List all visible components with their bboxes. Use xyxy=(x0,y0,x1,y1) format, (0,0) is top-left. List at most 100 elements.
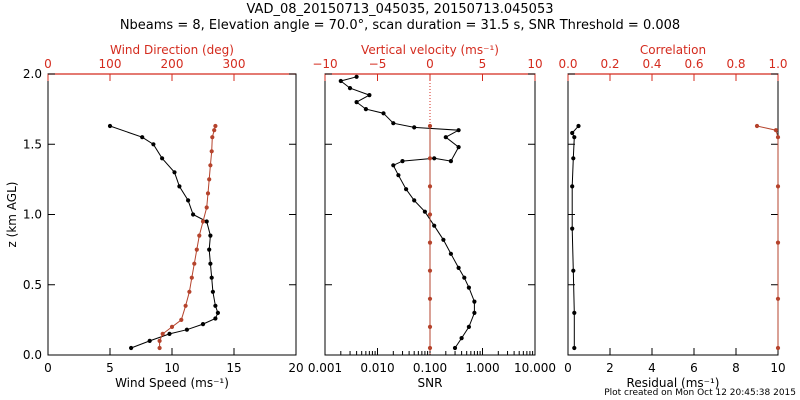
wind-series-0-point xyxy=(147,338,152,343)
wind-series-1-point xyxy=(205,191,211,196)
residual-series-1-point xyxy=(775,296,781,301)
snr-series-0-point xyxy=(472,310,477,315)
snr-series-0-point xyxy=(443,135,448,140)
snr-series-1-point xyxy=(427,240,433,245)
residual-bottom-tick-label: 6 xyxy=(690,361,698,375)
snr-series-0-point xyxy=(459,336,464,341)
snr-series-0-point xyxy=(354,74,359,79)
snr-series-1-point xyxy=(427,268,433,273)
wind-y-tick-label: 2.0 xyxy=(23,67,42,81)
snr-series-0-point xyxy=(347,86,353,91)
snr-series-1-point xyxy=(427,324,433,329)
snr-series-0-point xyxy=(422,209,427,214)
snr-series-0-line xyxy=(339,76,475,349)
wind-series-1-point xyxy=(204,205,209,210)
wind-series-1-point xyxy=(200,219,206,224)
snr-series-1-point xyxy=(427,123,433,129)
residual-plot-frame xyxy=(567,73,779,356)
wind-series-1-point xyxy=(157,345,162,351)
snr-bottom-tick-label: 1.000 xyxy=(465,361,499,375)
residual-top-tick-label: 0.2 xyxy=(600,57,619,71)
wind-series-0-point xyxy=(215,310,220,315)
residual-series-1-point xyxy=(775,345,781,351)
wind-bottom-tick-label: 20 xyxy=(288,361,303,375)
residual-top-tick-label: 0.8 xyxy=(726,57,745,71)
wind-series-1-point xyxy=(213,123,218,129)
wind-series-0-point xyxy=(186,198,191,203)
wind-y-tick-label: 1.0 xyxy=(23,208,42,222)
residual-series-0-point xyxy=(570,130,575,136)
snr-series-0-point xyxy=(448,251,453,256)
snr-top-tick-label: 5 xyxy=(479,57,487,71)
residual-bottom-tick-label: 0 xyxy=(564,361,572,375)
snr-bottom-tick-label: 0.010 xyxy=(360,361,394,375)
wind-series-0-point xyxy=(209,275,214,280)
wind-series-0-point xyxy=(177,184,182,189)
wind-series-1-point xyxy=(194,247,199,252)
snr-series-0-point xyxy=(466,285,471,290)
wind-series-1-point xyxy=(209,149,214,154)
snr-top-tick-label: −5 xyxy=(369,57,387,71)
residual-top-tick-label: 0.6 xyxy=(684,57,703,71)
residual-series-1-line xyxy=(756,125,779,348)
wind-series-1-point xyxy=(192,261,197,266)
snr-series-1-point xyxy=(427,184,433,189)
wind-series-1-point xyxy=(189,275,194,280)
residual-series-1-point xyxy=(773,128,779,133)
snr-series-0-point xyxy=(462,275,467,280)
residual-bottom-tick-label: 10 xyxy=(770,361,785,375)
residual-series-0-point xyxy=(576,123,581,129)
wind-series-1-point xyxy=(179,317,184,322)
snr-series-0-point xyxy=(404,187,409,192)
wind-series-1-line xyxy=(159,125,216,348)
wind-series-0-point xyxy=(140,135,145,140)
wind-series-0-point xyxy=(151,142,156,147)
snr-top-axis-title: Vertical velocity (ms⁻¹) xyxy=(361,43,499,57)
wind-series-1-point xyxy=(210,135,215,140)
snr-series-0-point xyxy=(466,324,471,329)
wind-series-1-point xyxy=(157,338,162,343)
snr-series-0-point xyxy=(381,111,386,116)
snr-series-0-point xyxy=(456,145,461,150)
snr-series-0-point xyxy=(338,78,343,84)
residual-bottom-tick-label: 8 xyxy=(732,361,740,375)
snr-series-0-point xyxy=(448,159,453,164)
wind-series-0-point xyxy=(191,212,196,217)
wind-bottom-tick-label: 5 xyxy=(106,361,114,375)
snr-series-0-point xyxy=(432,223,437,228)
wind-bottom-tick-label: 15 xyxy=(226,361,241,375)
snr-top-tick-label: 0 xyxy=(426,57,434,71)
snr-series-0-point xyxy=(456,128,461,133)
residual-bottom-tick-label: 4 xyxy=(648,361,656,375)
snr-series-0-point xyxy=(354,100,359,105)
snr-series-0-point xyxy=(452,345,458,351)
residual-top-axis-title: Correlation xyxy=(640,43,706,57)
snr-bottom-tick-label: 10.000 xyxy=(514,361,556,375)
wind-y-tick-label: 1.5 xyxy=(23,137,42,151)
residual-series-0-point xyxy=(572,345,577,351)
wind-series-0-point xyxy=(184,327,189,332)
wind-series-0-point xyxy=(210,289,215,294)
chart-subtitle: Nbeams = 8, Elevation angle = 70.0°, sca… xyxy=(119,18,681,33)
wind-series-1-point xyxy=(208,163,213,168)
residual-series-1-point xyxy=(775,240,781,245)
snr-series-0-point xyxy=(472,299,477,304)
snr-series-0-point xyxy=(363,107,368,112)
wind-series-0-point xyxy=(129,345,134,351)
snr-series-1-point xyxy=(427,212,433,217)
wind-y-tick-label: 0.0 xyxy=(23,348,42,362)
residual-series-0-point xyxy=(572,135,577,140)
wind-series-0-line xyxy=(109,125,219,349)
wind-series-0-point xyxy=(208,233,213,238)
snr-bottom-tick-label: 0.001 xyxy=(308,361,342,375)
snr-series-0-point xyxy=(412,198,417,203)
wind-series-1-point xyxy=(183,303,188,308)
wind-series-1-point xyxy=(187,289,192,294)
residual-series-0-point xyxy=(570,226,575,231)
snr-series-0-point xyxy=(396,173,401,178)
wind-series-1-point xyxy=(160,331,165,336)
wind-bottom-tick-label: 0 xyxy=(44,361,52,375)
snr-series-0-point xyxy=(456,265,461,270)
snr-top-tick-label: −10 xyxy=(312,57,337,71)
wind-series-0-point xyxy=(172,170,177,175)
